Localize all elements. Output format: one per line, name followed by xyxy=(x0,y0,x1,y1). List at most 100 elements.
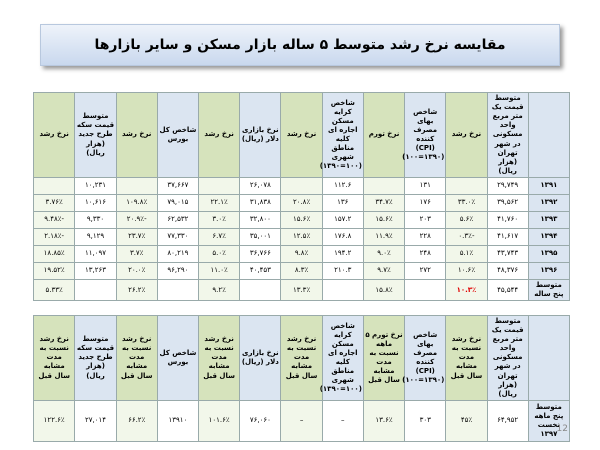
cell xyxy=(239,278,282,302)
column-header: نرخ رشد xyxy=(445,92,488,178)
cell: ۳۴.۷٪ xyxy=(362,194,406,212)
cell: ۹۶,۲۹۰ xyxy=(156,262,200,280)
row-label: ۱۳۹۳ xyxy=(527,211,571,229)
row-label: ۱۳۹۶ xyxy=(527,262,571,280)
cell: ۱۰۱.۶٪ xyxy=(198,399,241,442)
cell: ۲۶.۲٪ xyxy=(115,278,158,302)
cell: -۰.۳٪ xyxy=(445,228,488,246)
column-header: نرخ رشد xyxy=(280,92,323,178)
cell: ۲۶,۰۷۸ xyxy=(239,177,282,195)
column-header: نرخ تورم xyxy=(362,92,406,178)
cell: ۵.۶٪ xyxy=(445,211,488,229)
cell: ۴۱,۶۱۷ xyxy=(486,228,529,246)
cell: ۶.۷٪ xyxy=(198,228,241,246)
cell: ۷۶,۰۶۰ xyxy=(239,399,282,442)
column-header: نرخ رشد نسبت به مدت مشابه سال قبل xyxy=(280,315,323,401)
five-month-table: متوسط قیمت یک متر مربع واحد مسکونی در شه… xyxy=(32,315,571,442)
page-number: 12 xyxy=(556,424,568,434)
cell: ۲۲۸ xyxy=(404,228,447,246)
cell: ۶۲,۵۳۲ xyxy=(156,211,200,229)
column-header: شاخص کل بورس xyxy=(156,92,200,178)
cell: -۲.۱۸٪ xyxy=(32,228,76,246)
cell xyxy=(280,177,323,195)
column-header: متوسط قیمت سکه طرح جدید (هزار ریال) xyxy=(74,315,117,401)
cell xyxy=(32,177,76,195)
cell: ۱۵.۸٪ xyxy=(362,278,406,302)
cell: ۱۳۶ xyxy=(321,194,364,212)
cell: ۹.۲٪ xyxy=(198,278,241,302)
cell: ۱۹.۵۲٪ xyxy=(32,262,76,280)
cell: ۳.۰٪ xyxy=(198,211,241,229)
cell: ۹.۸٪ xyxy=(280,245,323,263)
data-row: ۱۳۹۵ ۴۳,۷۴۳ ۵.۱٪ ۲۴۸ ۹.۰٪ ۱۹۴.۲ ۹.۸٪ ۳۶,۷۶۶ ۵.۰٪… xyxy=(32,245,571,263)
cell xyxy=(362,177,406,195)
column-header: شاخص کرایه مسکن اجاره ای کلیه مناطق شهری… xyxy=(320,92,364,178)
cell xyxy=(445,177,488,195)
cell: ۳۰۳ xyxy=(404,399,447,442)
cell: ۴۳,۷۴۳ xyxy=(486,245,529,263)
cell: ۱۸.۸۵٪ xyxy=(32,245,76,263)
cell: – xyxy=(321,399,364,442)
cell: ۷۹,۰۱۵ xyxy=(156,194,200,212)
cell: ۸.۳٪ xyxy=(280,262,323,280)
cell: ۹.۷٪ xyxy=(362,262,406,280)
cell: -۹.۴۸٪ xyxy=(32,211,76,229)
cell: ۳۱,۸۳۸ xyxy=(239,194,282,212)
cell: ۱۱.۰٪ xyxy=(198,262,241,280)
cell: ۸۰,۲۱۹ xyxy=(156,245,200,263)
cell: ۵.۳۳٪ xyxy=(32,278,76,302)
column-header: شاخص کرایه مسکن اجاره ای کلیه مناطق شهری… xyxy=(320,315,364,401)
column-header: متوسط قیمت یک متر مربع واحد مسکونی در شه… xyxy=(486,92,529,178)
column-header xyxy=(527,315,571,401)
cell: ۲۰۳ xyxy=(404,211,447,229)
cell: ۱۱.۹٪ xyxy=(362,228,406,246)
cell: ۲۹,۷۴۹ xyxy=(486,177,529,195)
column-header: نرخ رشد xyxy=(115,92,158,178)
column-header: نرخ رشد نسبت به مدت مشابه سال قبل xyxy=(198,315,241,401)
data-row: ۱۳۹۲ ۳۹,۵۶۲ ۳۳.۰٪ ۱۷۶ ۳۴.۷٪ ۱۳۶ ۲۰.۸٪ ۳۱,۸۳۸ ۲۲.… xyxy=(32,194,571,212)
cell: ۳۶,۷۶۶ xyxy=(239,245,282,263)
column-header: نرخ بازاری دلار (ریال) xyxy=(239,315,282,401)
cell xyxy=(321,278,364,302)
data-row: ۱۳۹۶ ۴۸,۳۷۶ ۱۰.۶٪ ۲۷۲ ۹.۷٪ ۲۱۰.۳ ۸.۳٪ ۴۰,۴۵۳ ۱۱.… xyxy=(32,262,571,280)
column-header: نرخ رشد xyxy=(198,92,241,178)
cell: ۳۹,۵۶۲ xyxy=(486,194,529,212)
header-row: متوسط قیمت یک متر مربع واحد مسکونی در شه… xyxy=(32,92,571,178)
data-row: متوسط پنج ماهه نخست ۱۳۹۷ ۶۴,۹۵۲ ۴۵٪ ۳۰۳ ۱۳.۶… xyxy=(32,399,571,442)
cell xyxy=(198,177,241,195)
data-row: متوسط پنج ساله ۴۵,۵۴۴ ۱۰.۳٪ ۱۵.۸٪ ۱۳.۳٪ ۹.۲٪ ۲… xyxy=(32,278,571,302)
cell: ۶۴,۹۵۲ xyxy=(486,399,529,442)
cell: ۲۲.۱٪ xyxy=(198,194,241,212)
cell: ۶۶.۲٪ xyxy=(115,399,158,442)
cell: ۲۴۸ xyxy=(404,245,447,263)
cell: ۱۰,۶۱۶ xyxy=(74,194,117,212)
cell: ۱۳۹۱۰ xyxy=(156,399,200,442)
cell: ۹,۳۳۰ xyxy=(74,211,117,229)
cell: ۴۸,۳۷۶ xyxy=(486,262,529,280)
cell: ۱۱۲.۶ xyxy=(321,177,364,195)
column-header xyxy=(527,92,571,178)
cell: ۳۲,۸۰۰ xyxy=(239,211,282,229)
data-row: ۱۳۹۴ ۴۱,۶۱۷ -۰.۳٪ ۲۲۸ ۱۱.۹٪ ۱۷۶.۸ ۱۲.۵٪ ۳۵,۰۰۱ ۶… xyxy=(32,228,571,246)
cell: ۱۲۲.۶٪ xyxy=(32,399,76,442)
cell: ۲۳.۷٪ xyxy=(115,228,158,246)
cell xyxy=(156,278,200,302)
cell: ۲۷۲ xyxy=(404,262,447,280)
cell: ۹,۱۲۹ xyxy=(74,228,117,246)
column-header: نرخ رشد نسبت به مدت مشابه سال قبل xyxy=(32,315,76,401)
cell: ۳.۷۶٪ xyxy=(32,194,76,212)
slide-title: مقایسه نرخ رشد متوسط ۵ ساله بازار مسکن و… xyxy=(40,24,560,66)
cell: ۱۲.۵٪ xyxy=(280,228,323,246)
cell: ۱۰۹.۸٪ xyxy=(115,194,158,212)
cell: ۲۰.۸٪ xyxy=(280,194,323,212)
cell: -۲۰.۹٪ xyxy=(115,211,158,229)
cell xyxy=(404,278,447,302)
cell: ۵.۱٪ xyxy=(445,245,488,263)
column-header: نرخ بازاری دلار (ریال) xyxy=(239,92,282,178)
header-row: متوسط قیمت یک متر مربع واحد مسکونی در شه… xyxy=(32,315,571,401)
cell: ۱۳.۶٪ xyxy=(362,399,406,442)
column-header: متوسط قیمت یک متر مربع واحد مسکونی در شه… xyxy=(486,315,529,401)
cell: ۳۳.۰٪ xyxy=(445,194,488,212)
cell: ۳۷,۶۶۷ xyxy=(156,177,200,195)
